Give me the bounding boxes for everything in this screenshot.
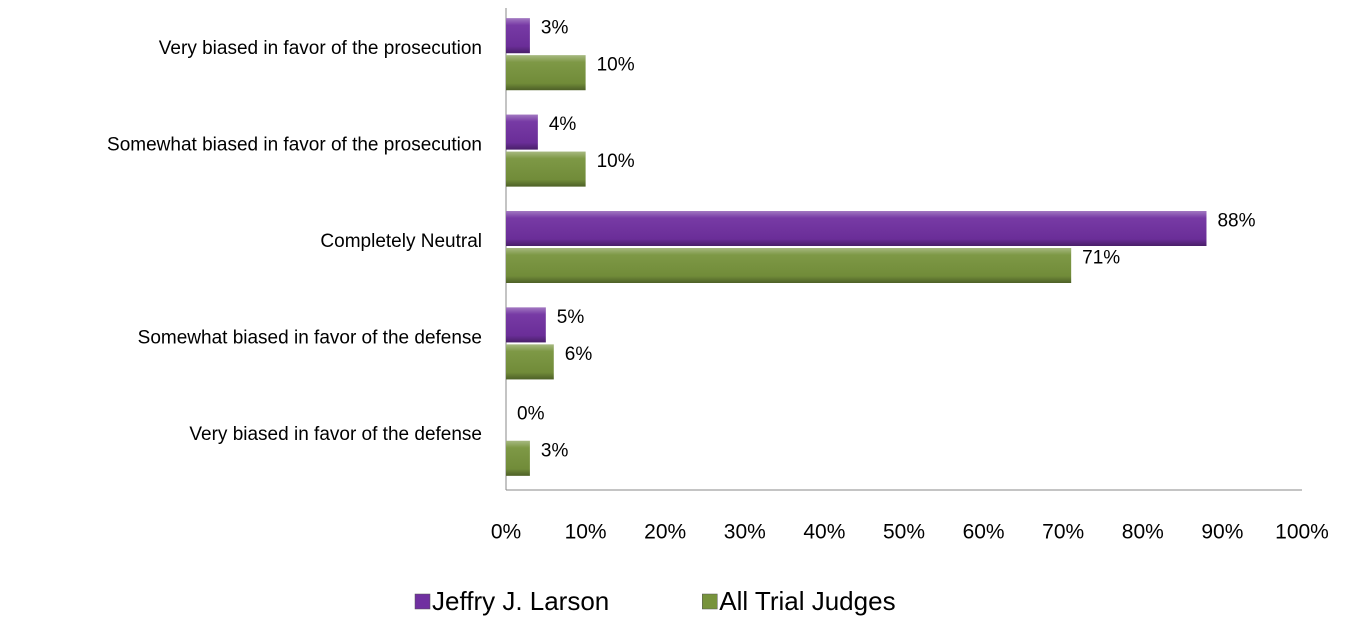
- value-label: 88%: [1217, 211, 1255, 232]
- bar-bevel: [506, 151, 586, 187]
- bar-bevel: [506, 307, 546, 343]
- value-label: 10%: [597, 151, 635, 172]
- bar-bevel: [506, 344, 554, 380]
- x-tick-label: 50%: [883, 521, 925, 544]
- bar-bevel: [506, 440, 530, 476]
- x-tick-label: 40%: [803, 521, 845, 544]
- bar-bevel: [506, 114, 538, 150]
- legend-swatch: [702, 593, 718, 610]
- category-label: Very biased in favor of the defense: [189, 424, 482, 445]
- value-label: 5%: [557, 307, 585, 328]
- bar-bevel: [506, 248, 1072, 283]
- bar-bevel: [506, 211, 1207, 246]
- category-label: Completely Neutral: [320, 231, 482, 252]
- legend-swatch: [414, 593, 431, 610]
- category-label: Very biased in favor of the prosecution: [159, 38, 482, 59]
- value-label: 3%: [541, 440, 569, 461]
- x-tick-label: 60%: [963, 521, 1005, 544]
- value-label: 4%: [549, 114, 577, 135]
- category-label: Somewhat biased in favor of the defense: [138, 327, 482, 348]
- legend-label: Jeffry J. Larson: [432, 586, 609, 616]
- value-label: 6%: [565, 344, 593, 365]
- x-tick-label: 10%: [565, 521, 607, 544]
- x-tick-label: 20%: [644, 521, 686, 544]
- value-label: 10%: [597, 55, 635, 76]
- x-tick-label: 0%: [491, 521, 521, 544]
- x-tick-label: 30%: [724, 521, 766, 544]
- legend-label: All Trial Judges: [719, 586, 895, 616]
- x-tick-label: 100%: [1275, 521, 1329, 544]
- x-tick-label: 70%: [1042, 521, 1084, 544]
- bar-bevel: [506, 18, 530, 54]
- x-tick-label: 90%: [1201, 521, 1243, 544]
- bar-bevel: [506, 55, 586, 91]
- category-label: Somewhat biased in favor of the prosecut…: [107, 135, 482, 156]
- value-label: 3%: [541, 18, 569, 39]
- x-tick-label: 80%: [1122, 521, 1164, 544]
- value-label: 71%: [1082, 248, 1120, 269]
- value-label: 0%: [517, 403, 545, 424]
